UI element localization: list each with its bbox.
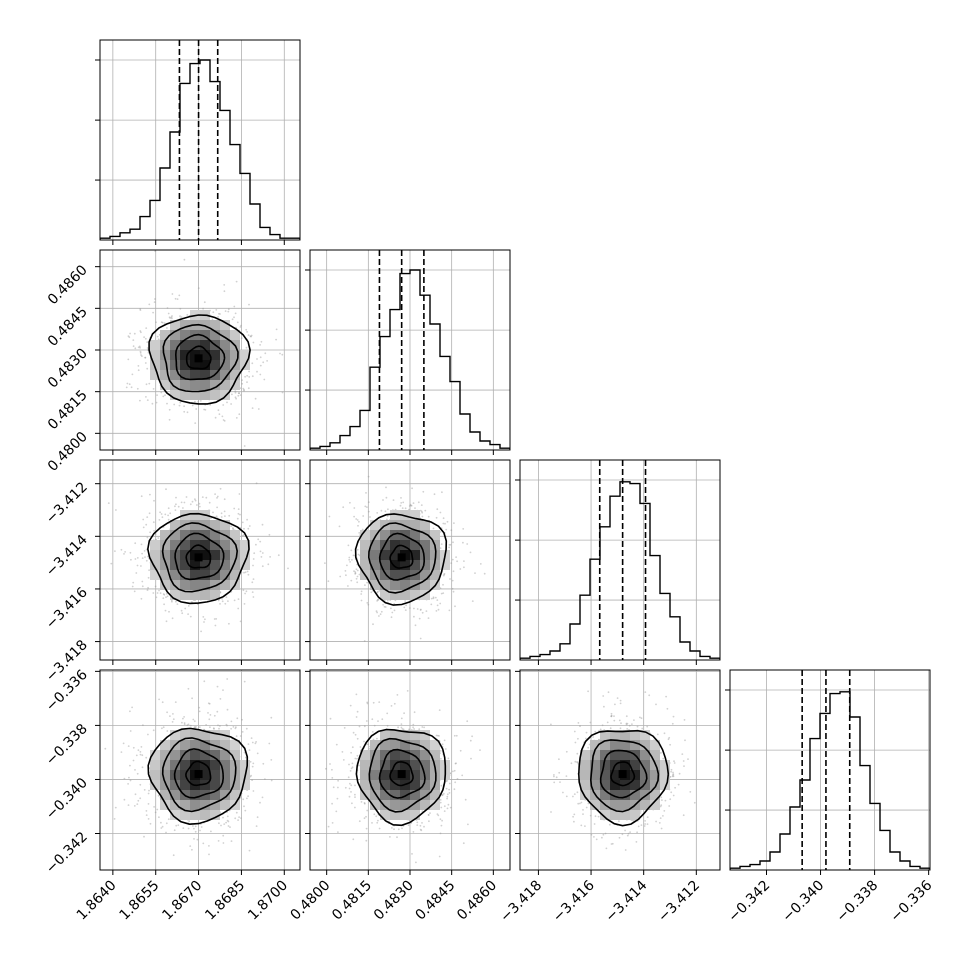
x-tick-label-0-0: 1.8640 [74,878,120,924]
contour-2 [161,737,237,813]
x-tick-label-2-2: −3.414 [603,877,651,925]
density-peak [618,770,627,779]
panel-frame [99,459,301,661]
y-tick-label-3-2: −0.338 [43,721,91,769]
panel-frame [99,249,301,451]
contour-0 [610,761,636,787]
y-tick-label-1-2: 0.4830 [45,346,91,392]
contour-1 [173,748,225,799]
panel-frame [729,669,931,871]
contour-2 [162,323,239,393]
y-tick-label-1-1: 0.4815 [45,387,91,433]
histogram-line [100,59,300,240]
y-tick-label-1-0: 0.4800 [45,429,91,475]
x-tick-label-3-0: −0.342 [725,878,773,926]
scatter-panel-3-0: −0.342−0.340−0.338−0.3361.86401.86551.86… [43,667,301,924]
scatter-panel-2-1 [305,459,511,665]
contour-1 [174,532,225,581]
contour-1 [378,748,426,799]
x-tick-label-1-0: 0.4800 [288,878,334,924]
contour-2 [367,522,437,594]
histogram-line [520,481,720,660]
contour-3 [146,512,250,605]
x-tick-label-3-1: −0.340 [779,878,827,926]
contour-2 [161,522,239,593]
histogram-panel-0 [95,39,301,245]
x-tick-label-3-2: −0.338 [833,878,881,926]
x-tick-label-2-1: −3.416 [550,877,598,925]
histogram-panel-2 [515,459,721,665]
contour-3 [148,314,251,405]
x-tick-label-0-3: 1.8685 [202,878,248,924]
contour-1 [378,532,426,581]
contour-0 [185,760,212,787]
contour-0 [389,761,414,787]
histogram-line [730,691,930,870]
contour-3 [355,728,447,827]
panel-frame [99,669,301,871]
x-tick-label-1-2: 0.4830 [371,878,417,924]
contour-2 [368,737,437,813]
y-tick-label-2-1: −3.416 [43,584,91,632]
contour-3 [577,729,670,827]
contour-0 [185,544,212,569]
contour-2 [589,739,660,813]
contour-3 [354,513,448,606]
y-tick-label-2-3: −3.412 [43,479,91,527]
y-tick-label-1-4: 0.4860 [45,262,91,308]
x-tick-label-3-3: −0.336 [888,877,936,925]
x-tick-label-1-3: 0.4845 [413,878,459,924]
panel-frame [99,39,301,241]
x-tick-label-2-0: −3.418 [497,878,545,926]
density-peak [194,770,203,779]
y-tick-label-3-1: −0.340 [43,775,91,823]
panel-frame [309,459,511,661]
histogram-line [310,269,510,450]
x-tick-label-2-3: −3.412 [655,878,703,926]
contour-0 [389,544,414,569]
y-tick-label-2-2: −3.414 [43,532,91,580]
panel-frame [309,669,511,871]
scatter-panel-2-0: −3.418−3.416−3.414−3.412 [43,459,301,685]
x-tick-label-0-1: 1.8655 [117,878,163,924]
panel-frame [519,669,721,871]
density-peak [194,354,203,363]
density-peak [194,553,203,562]
x-tick-label-0-4: 1.8700 [245,878,291,924]
contour-0 [185,345,212,370]
density-grid [580,730,670,820]
x-tick-label-1-1: 0.4815 [329,878,375,924]
y-tick-label-1-3: 0.4845 [45,304,91,350]
contour-1 [174,333,226,381]
contour-3 [147,727,249,826]
density-peak [397,770,406,779]
x-tick-label-0-2: 1.8670 [159,878,205,924]
y-tick-label-3-0: −0.342 [43,829,91,877]
panel-frame [309,249,511,451]
scatter-panel-3-2: −3.418 −3.416 −3.414 −3.412 [497,669,721,926]
histogram-panel-3: −0.342 −0.340 −0.338 −0.336 [725,669,936,926]
x-tick-label-1-4: 0.4860 [454,878,500,924]
panel-frame [519,459,721,661]
histogram-panel-1 [305,249,511,455]
contour-1 [599,749,648,799]
density-peak [397,553,406,562]
